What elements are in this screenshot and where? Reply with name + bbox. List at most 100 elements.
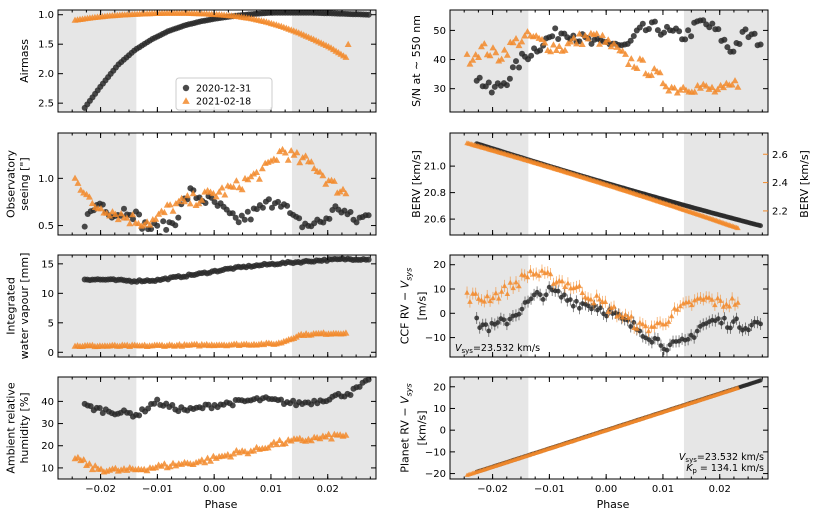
data-point	[506, 75, 513, 82]
data-point	[637, 319, 643, 325]
data-point	[617, 311, 623, 317]
data-point	[527, 268, 534, 274]
data-point	[130, 216, 136, 223]
y2-tick-label: 2.2	[772, 206, 788, 217]
data-point	[697, 84, 704, 91]
y-tick-label: 1.5	[38, 40, 54, 51]
data-point	[516, 283, 522, 289]
y-tick-label: 40	[41, 397, 54, 408]
y-tick-label: 15	[41, 259, 54, 270]
data-point	[585, 295, 591, 301]
data-point	[528, 52, 535, 59]
data-point	[238, 212, 245, 219]
y-tick-label: 20.8	[424, 188, 446, 199]
data-point	[659, 79, 667, 87]
data-point	[507, 279, 513, 285]
data-point	[123, 214, 131, 221]
series-2020-12-31	[81, 377, 372, 420]
panel-seeing: 0.5 1.0 Observatoryseeing ["]	[5, 132, 377, 236]
data-point	[700, 296, 707, 302]
y-tick-label: 0	[48, 348, 54, 359]
axes-frame	[449, 132, 769, 236]
data-point	[655, 336, 661, 342]
y-tick-label: 10	[433, 404, 446, 415]
data-point	[195, 200, 203, 207]
data-point	[749, 322, 754, 328]
data-point	[267, 157, 275, 164]
data-point	[619, 314, 626, 320]
data-point	[330, 177, 338, 184]
data-point	[114, 215, 122, 223]
data-point	[81, 223, 88, 230]
data-point	[464, 289, 470, 295]
data-point	[591, 300, 597, 306]
data-point	[325, 430, 333, 437]
data-point	[151, 400, 158, 407]
y-tick-label: 30	[41, 419, 54, 430]
data-point	[735, 225, 741, 231]
data-point	[734, 316, 739, 322]
data-point	[178, 194, 186, 201]
data-point	[671, 305, 678, 311]
data-point	[284, 156, 292, 163]
panel-airmass: 1.0 1.5 2.0 2.5 Airmass 2020-12-31 2021-02-18	[18, 9, 377, 113]
data-point	[503, 51, 511, 58]
shaded-region	[450, 377, 529, 479]
data-point	[339, 185, 347, 192]
data-point	[735, 299, 741, 305]
data-point	[71, 174, 79, 181]
data-point	[742, 26, 749, 33]
data-point	[685, 336, 691, 342]
data-point	[218, 184, 226, 191]
data-point	[143, 218, 151, 225]
data-point	[186, 200, 194, 207]
data-point	[281, 439, 289, 447]
data-point	[86, 193, 93, 200]
data-point	[507, 316, 513, 322]
data-point	[649, 339, 655, 345]
data-point	[682, 36, 689, 43]
data-point	[469, 56, 477, 63]
data-point	[121, 205, 127, 212]
x-tick-label: −0.01	[142, 484, 173, 495]
data-point	[189, 190, 197, 197]
data-point	[728, 325, 733, 331]
data-point	[169, 207, 177, 214]
data-point	[481, 298, 488, 304]
data-point	[501, 283, 508, 289]
data-point	[547, 271, 554, 277]
data-point	[181, 198, 188, 205]
data-point	[492, 48, 500, 56]
data-point	[525, 299, 531, 304]
data-point	[720, 83, 727, 91]
data-point	[524, 28, 531, 35]
data-point	[532, 32, 540, 39]
data-point	[604, 313, 609, 319]
data-point	[353, 219, 360, 226]
panel-humidity: −0.02 −0.01 0.00 0.01 0.02 10 20 30 40 Ambient re…	[5, 376, 377, 495]
data-point	[489, 44, 497, 51]
data-point	[472, 51, 480, 58]
data-point	[691, 297, 698, 303]
data-point	[596, 40, 603, 47]
data-point	[259, 204, 266, 211]
data-point	[688, 33, 695, 40]
data-point	[238, 185, 246, 193]
data-point	[588, 296, 594, 302]
data-point	[573, 40, 580, 47]
data-point	[493, 290, 499, 296]
data-point	[559, 278, 565, 284]
data-point	[671, 84, 678, 91]
data-point	[736, 41, 743, 47]
data-point	[276, 147, 284, 155]
data-point	[627, 37, 634, 44]
data-point	[503, 82, 510, 89]
data-point	[549, 33, 556, 40]
x-tick-label: −0.02	[85, 484, 116, 495]
data-point	[247, 216, 254, 223]
data-point	[578, 40, 586, 47]
data-point	[504, 321, 510, 327]
legend-marker	[182, 97, 190, 104]
data-point	[731, 319, 736, 324]
panel-berv: 20.6 20.8 21.0 2.2 2.4 2.6 BERV [km/s] BERV [km…	[410, 132, 811, 236]
